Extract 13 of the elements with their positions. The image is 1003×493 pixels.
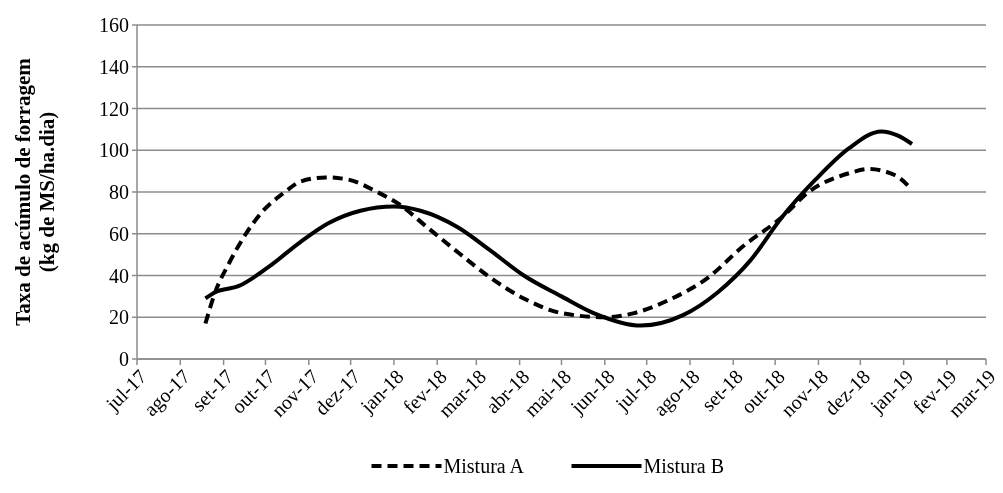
y-tick-label: 0 bbox=[119, 348, 129, 370]
legend-label: Mistura A bbox=[443, 455, 525, 477]
y-tick-label: 160 bbox=[99, 14, 129, 36]
y-tick-label: 80 bbox=[109, 181, 129, 203]
y-tick-label: 120 bbox=[99, 97, 129, 120]
y-tick-label: 20 bbox=[109, 306, 129, 329]
legend-label: Mistura B bbox=[643, 455, 725, 477]
y-tick-label: 100 bbox=[99, 139, 129, 162]
y-tick-label: 60 bbox=[109, 222, 129, 245]
y-tick-label: 40 bbox=[109, 264, 129, 287]
y-axis-title: Taxa de acúmulo de forragem (kg de MS/ha.dia) bbox=[11, 57, 59, 326]
line-series bbox=[203, 129, 914, 328]
y-tick-label: 140 bbox=[99, 55, 129, 78]
